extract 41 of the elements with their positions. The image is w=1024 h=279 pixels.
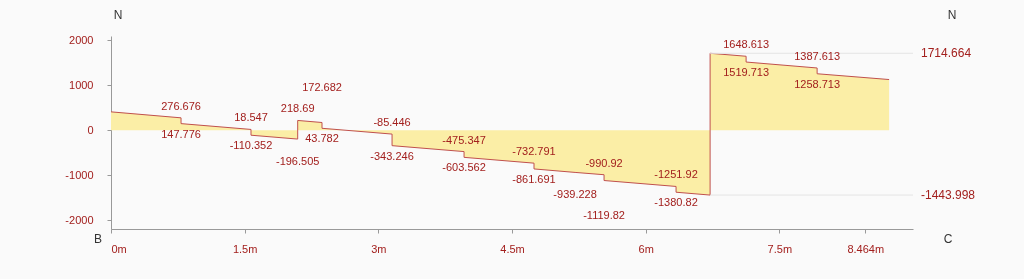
x-tick-label: 8.464m — [847, 242, 885, 255]
data-label: 172.682 — [302, 80, 342, 93]
data-label: 18.547 — [234, 111, 268, 124]
y-tick-label: 1000 — [69, 78, 94, 91]
data-label: -990.92 — [585, 156, 623, 169]
data-label: -861.691 — [512, 172, 556, 185]
y-tick-label: -1000 — [65, 168, 94, 181]
x-tick-label: 4.5m — [500, 242, 525, 255]
data-label: 276.676 — [161, 99, 201, 112]
data-label: -1380.82 — [654, 196, 698, 209]
x-tick-label: 6m — [638, 242, 654, 255]
ref-line-label: -1443.998 — [921, 188, 976, 203]
data-label: -1251.92 — [654, 168, 698, 181]
data-label: 1648.613 — [723, 38, 770, 51]
data-label: 147.776 — [161, 127, 201, 140]
text: N — [947, 8, 957, 22]
data-label: -343.246 — [370, 149, 414, 162]
data-label: 1519.713 — [723, 66, 770, 79]
y-tick-label: -2000 — [65, 213, 94, 226]
data-label: 1258.713 — [794, 77, 841, 90]
data-label: -732.791 — [512, 145, 556, 158]
data-label: -939.228 — [553, 188, 597, 201]
data-label: -1119.82 — [583, 208, 625, 221]
data-label: 43.782 — [305, 132, 339, 145]
data-label: -196.505 — [275, 155, 320, 168]
ref-line-label: 1714.664 — [921, 46, 972, 61]
x-tick-label: 0m — [111, 242, 127, 255]
x-tick-label: 3m — [371, 242, 387, 255]
data-label: -85.446 — [373, 116, 411, 129]
y-axis-title: N — [113, 8, 123, 22]
y-tick-label: 0 — [87, 123, 94, 136]
data-label: 218.69 — [280, 102, 315, 115]
text: C — [943, 232, 953, 246]
x-tick-label: 7.5m — [767, 242, 793, 255]
x-tick-label: 1.5m — [232, 242, 258, 255]
data-label: -110.352 — [229, 139, 273, 152]
y-tick-label: 2000 — [69, 33, 94, 46]
data-label: -603.562 — [442, 161, 486, 174]
text: B — [93, 232, 103, 246]
data-label: 1387.613 — [794, 49, 841, 62]
data-label: -475.347 — [442, 133, 486, 146]
